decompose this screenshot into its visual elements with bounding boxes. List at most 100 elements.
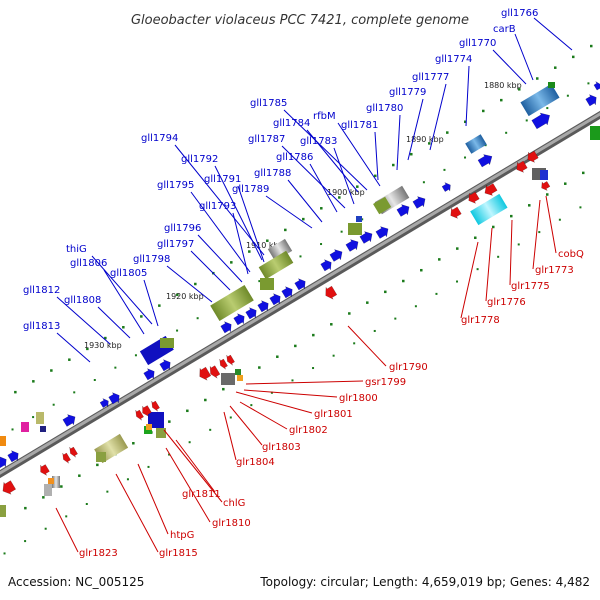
gene-label-gll1806[interactable]: gll1806 <box>70 258 107 269</box>
gene-label-gll1766[interactable]: gll1766 <box>501 8 538 19</box>
gene-label-cobQ[interactable]: cobQ <box>558 249 584 260</box>
gene-label-glr1810[interactable]: glr1810 <box>212 518 251 529</box>
tick-mark <box>312 333 315 337</box>
reverse-label-connector <box>239 401 288 430</box>
forward-gene-arrow <box>329 249 343 262</box>
gene-label-rfbM[interactable]: rfbM <box>313 111 336 122</box>
feature-box <box>540 170 548 180</box>
tick-mark <box>209 428 212 431</box>
gene-label-glr1801[interactable]: glr1801 <box>314 409 353 420</box>
gene-label-gll1789[interactable]: gll1789 <box>232 184 269 195</box>
forward-label-connector <box>174 144 265 256</box>
forward-label-connector <box>429 83 447 151</box>
tick-mark <box>93 379 96 381</box>
tick-mark <box>250 404 253 407</box>
gene-label-gll1798[interactable]: gll1798 <box>133 254 170 265</box>
tick-mark <box>276 355 279 358</box>
forward-gene-arrow <box>441 181 451 192</box>
accession-text: Accession: NC_005125 <box>8 575 144 589</box>
forward-label-connector <box>97 306 131 339</box>
forward-gene-arrow <box>233 313 245 326</box>
gene-label-glr1773[interactable]: glr1773 <box>535 265 574 276</box>
gene-label-gll1796[interactable]: gll1796 <box>164 223 201 234</box>
forward-strand-genes <box>0 81 600 469</box>
gene-label-glr1815[interactable]: glr1815 <box>159 548 198 559</box>
gene-label-gll1786[interactable]: gll1786 <box>276 152 313 163</box>
tick-mark <box>320 243 323 246</box>
gene-label-gll1770[interactable]: gll1770 <box>459 38 496 49</box>
gene-label-gll1774[interactable]: gll1774 <box>435 54 472 65</box>
gene-label-glr1811[interactable]: glr1811 <box>182 489 221 500</box>
gene-label-gll1792[interactable]: gll1792 <box>181 154 218 165</box>
gene-label-gll1813[interactable]: gll1813 <box>23 321 60 332</box>
feature-box <box>465 134 487 154</box>
forward-gene-arrow <box>375 226 389 239</box>
tick-mark <box>518 88 521 91</box>
tick-mark <box>558 218 561 221</box>
gene-label-gll1805[interactable]: gll1805 <box>110 268 147 279</box>
gene-label-carB[interactable]: carB <box>493 24 516 35</box>
gene-label-gll1780[interactable]: gll1780 <box>366 103 403 114</box>
gene-label-glr1804[interactable]: glr1804 <box>236 457 275 468</box>
gene-label-gll1788[interactable]: gll1788 <box>254 168 291 179</box>
gene-label-glr1775[interactable]: glr1775 <box>511 281 550 292</box>
gene-label-gll1793[interactable]: gll1793 <box>199 201 236 212</box>
tick-mark <box>86 347 89 351</box>
gene-label-gll1784[interactable]: gll1784 <box>273 118 310 129</box>
feature-box <box>160 338 174 348</box>
tick-mark <box>510 214 513 218</box>
tick-mark <box>176 293 179 297</box>
gene-label-glr1790[interactable]: glr1790 <box>389 362 428 373</box>
feature-box <box>470 193 508 226</box>
tick-mark <box>32 380 35 383</box>
feature-box <box>146 424 152 430</box>
gene-label-gsr1799[interactable]: gsr1799 <box>365 377 406 388</box>
tick-mark <box>474 236 477 240</box>
feature-box <box>156 428 166 438</box>
gene-label-htpG[interactable]: htpG <box>170 530 194 541</box>
tick-mark <box>14 390 17 394</box>
gene-label-glr1778[interactable]: glr1778 <box>461 315 500 326</box>
forward-gene-arrow <box>585 94 597 107</box>
gene-label-gll1785[interactable]: gll1785 <box>250 98 287 109</box>
gene-label-gll1794[interactable]: gll1794 <box>141 133 178 144</box>
gene-label-gll1791[interactable]: gll1791 <box>204 174 241 185</box>
forward-gene-arrow <box>396 204 410 217</box>
forward-gene-arrow <box>99 397 109 408</box>
tick-mark <box>114 366 117 369</box>
reverse-gene-arrow <box>516 160 528 173</box>
tick-mark <box>24 540 27 543</box>
gene-label-glr1823[interactable]: glr1823 <box>79 548 118 559</box>
forward-label-connector <box>56 332 91 363</box>
gene-label-gll1797[interactable]: gll1797 <box>157 239 194 250</box>
tick-mark <box>414 305 417 308</box>
gene-label-gll1781[interactable]: gll1781 <box>341 120 378 131</box>
gene-label-glr1803[interactable]: glr1803 <box>262 442 301 453</box>
gene-label-gll1808[interactable]: gll1808 <box>64 295 101 306</box>
tick-mark <box>497 255 500 258</box>
gene-label-gll1777[interactable]: gll1777 <box>412 72 449 83</box>
gene-label-glr1800[interactable]: glr1800 <box>339 393 378 404</box>
gene-label-gll1779[interactable]: gll1779 <box>389 87 426 98</box>
tick-mark <box>284 228 287 232</box>
tick-mark <box>384 290 387 294</box>
forward-label-connector <box>407 98 424 161</box>
gene-label-chlG[interactable]: chlG <box>223 498 245 509</box>
feature-box <box>40 426 46 432</box>
gene-label-glr1776[interactable]: glr1776 <box>487 297 526 308</box>
tick-mark <box>42 496 45 499</box>
tick-mark <box>587 82 590 85</box>
gene-label-gll1787[interactable]: gll1787 <box>248 134 285 145</box>
tick-mark <box>374 174 377 178</box>
tick-mark <box>158 304 161 307</box>
reverse-gene-arrow <box>142 405 152 417</box>
gene-label-glr1802[interactable]: glr1802 <box>289 425 328 436</box>
reverse-gene-arrow <box>135 409 144 421</box>
gene-label-gll1812[interactable]: gll1812 <box>23 285 60 296</box>
gene-label-gll1783[interactable]: gll1783 <box>300 136 337 147</box>
feature-box <box>96 452 106 462</box>
tick-mark <box>11 428 14 431</box>
gene-label-gll1795[interactable]: gll1795 <box>157 180 194 191</box>
gene-label-thiG[interactable]: thiG <box>66 244 87 255</box>
tick-mark <box>438 258 441 261</box>
